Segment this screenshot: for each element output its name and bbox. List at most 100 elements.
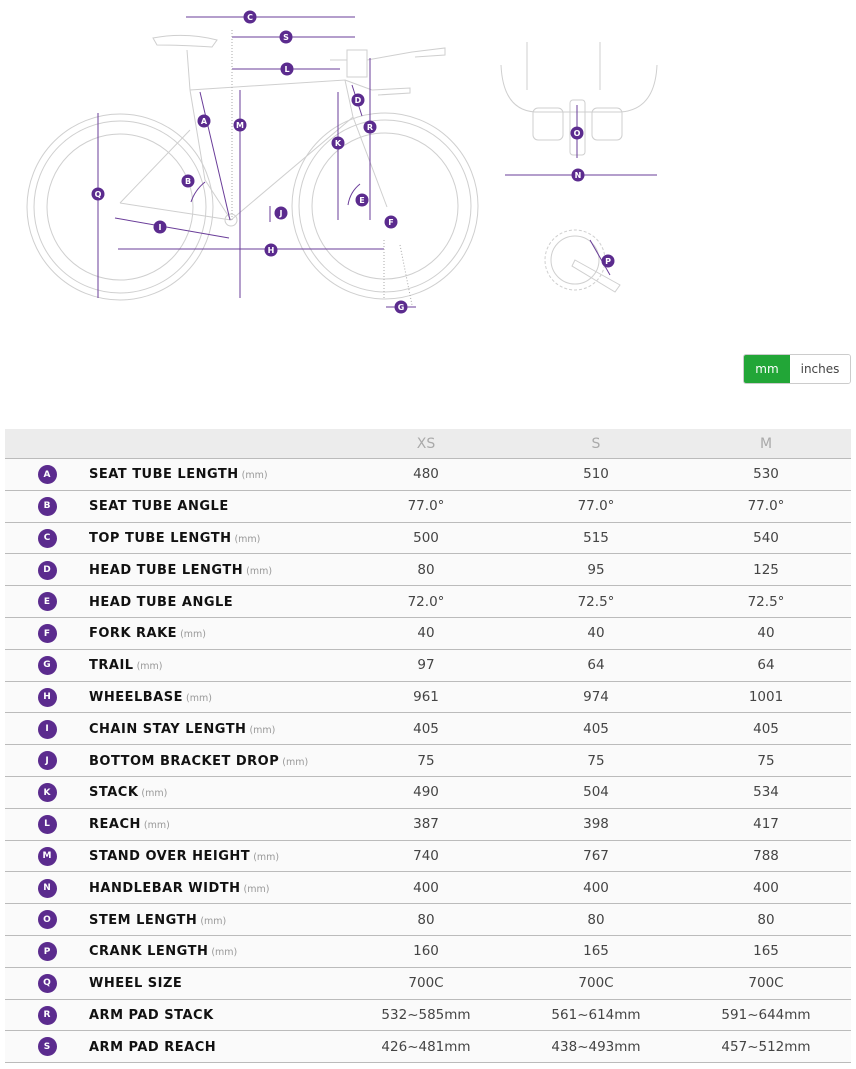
value-cell: 405 bbox=[341, 712, 511, 745]
size-header-s: S bbox=[511, 429, 681, 459]
unit-inches-button[interactable]: inches bbox=[790, 355, 850, 383]
measurement-label: SEAT TUBE LENGTH bbox=[89, 467, 239, 483]
diagram-label: M bbox=[236, 121, 244, 130]
diagram-marker-o bbox=[570, 126, 584, 140]
diagram-marker-s bbox=[279, 30, 293, 44]
letter-badge: H bbox=[37, 687, 57, 707]
value-cell: 77.0° bbox=[341, 489, 511, 523]
value-cell: 740 bbox=[341, 839, 511, 872]
size-header-xs: XS bbox=[341, 429, 511, 459]
unit-label: (mm) bbox=[141, 788, 168, 800]
value-cell: 165 bbox=[681, 934, 851, 968]
value-cell: 40 bbox=[511, 616, 681, 650]
value-cell: 72.5° bbox=[681, 585, 851, 618]
letter-badge: S bbox=[37, 1037, 57, 1057]
letter-badge: A bbox=[37, 465, 57, 485]
value-cell: 72.5° bbox=[511, 585, 681, 618]
value-cell: 64 bbox=[511, 648, 681, 682]
diagram-label: A bbox=[201, 117, 208, 126]
letter-badge: O bbox=[37, 910, 57, 930]
value-cell: 400 bbox=[511, 871, 681, 904]
letter-badge: K bbox=[37, 783, 57, 803]
value-cell: 400 bbox=[341, 871, 511, 904]
value-cell: 490 bbox=[341, 775, 511, 809]
value-cell: 405 bbox=[681, 712, 851, 745]
value-cell: 700C bbox=[511, 966, 681, 1000]
value-cell: 438~493mm bbox=[511, 1030, 681, 1064]
letter-badge: N bbox=[37, 878, 57, 898]
value-cell: 591~644mm bbox=[681, 998, 851, 1031]
value-cell: 400 bbox=[681, 871, 851, 904]
unit-label: (mm) bbox=[282, 756, 309, 768]
unit-label: (mm) bbox=[234, 533, 261, 545]
value-cell: 97 bbox=[341, 648, 511, 682]
diagram-marker-p bbox=[601, 254, 615, 268]
value-cell: 80 bbox=[341, 903, 511, 936]
measurement-label: SEAT TUBE ANGLE bbox=[89, 499, 229, 515]
value-cell: 160 bbox=[341, 934, 511, 968]
table-row: F FORK RAKE (mm) 40 40 40 bbox=[5, 616, 851, 650]
value-cell: 700C bbox=[341, 966, 511, 1000]
table-row: B SEAT TUBE ANGLE 77.0° 77.0° 77.0° bbox=[5, 489, 851, 523]
diagram-label: Q bbox=[95, 190, 102, 199]
unit-label: (mm) bbox=[211, 947, 238, 959]
measurement-label: HANDLEBAR WIDTH bbox=[89, 880, 241, 896]
measurement-label: HEAD TUBE ANGLE bbox=[89, 594, 234, 610]
diagram-label: P bbox=[605, 257, 611, 266]
value-cell: 417 bbox=[681, 807, 851, 841]
measurement-label: CHAIN STAY LENGTH bbox=[89, 721, 247, 737]
letter-badge: B bbox=[37, 496, 57, 516]
unit-label: (mm) bbox=[246, 565, 273, 577]
diagram-label: L bbox=[284, 65, 289, 74]
value-cell: 40 bbox=[341, 616, 511, 650]
unit-toggle[interactable]: mm inches bbox=[743, 354, 851, 384]
measurement-label: ARM PAD REACH bbox=[89, 1039, 217, 1055]
measurement-label: REACH bbox=[89, 817, 141, 833]
table-row: A SEAT TUBE LENGTH (mm) 480 510 530 bbox=[5, 458, 851, 491]
geometry-table: XS S M A SEAT TUBE LENGTH (mm) 480 510 530 B SE… bbox=[5, 429, 851, 1064]
value-cell: 398 bbox=[511, 807, 681, 841]
letter-badge: P bbox=[37, 942, 57, 962]
diagram-marker-b bbox=[181, 174, 195, 188]
value-cell: 530 bbox=[681, 458, 851, 491]
diagram-label: S bbox=[283, 33, 289, 42]
value-cell: 767 bbox=[511, 839, 681, 872]
measurement-label: FORK RAKE bbox=[89, 626, 178, 642]
unit-mm-button[interactable]: mm bbox=[744, 355, 790, 383]
diagram-label: K bbox=[335, 139, 342, 148]
table-row: S ARM PAD REACH 426~481mm 438~493mm 457~512m… bbox=[5, 1030, 851, 1064]
value-cell: 77.0° bbox=[511, 489, 681, 523]
diagram-marker-a bbox=[197, 114, 211, 128]
letter-badge: I bbox=[37, 719, 57, 739]
value-cell: 961 bbox=[341, 680, 511, 713]
table-row: M STAND OVER HEIGHT (mm) 740 767 788 bbox=[5, 839, 851, 872]
diagram-label: D bbox=[355, 96, 362, 105]
value-cell: 480 bbox=[341, 458, 511, 491]
letter-badge: G bbox=[37, 655, 57, 675]
table-row: Q WHEEL SIZE 700C 700C 700C bbox=[5, 966, 851, 1000]
value-cell: 457~512mm bbox=[681, 1030, 851, 1064]
measurement-label: CRANK LENGTH bbox=[89, 944, 209, 960]
measurement-label: STEM LENGTH bbox=[89, 912, 198, 928]
diagram-marker-c bbox=[243, 10, 257, 24]
value-cell: 540 bbox=[681, 521, 851, 554]
value-cell: 165 bbox=[511, 934, 681, 968]
value-cell: 80 bbox=[511, 903, 681, 936]
unit-label: (mm) bbox=[200, 915, 227, 927]
table-row: I CHAIN STAY LENGTH (mm) 405 405 405 bbox=[5, 712, 851, 745]
value-cell: 75 bbox=[341, 744, 511, 777]
diagram-marker-h bbox=[264, 243, 278, 257]
letter-badge: R bbox=[37, 1005, 57, 1025]
table-row: G TRAIL (mm) 97 64 64 bbox=[5, 648, 851, 682]
letter-badge: C bbox=[37, 528, 57, 548]
letter-badge: M bbox=[37, 846, 57, 866]
value-cell: 510 bbox=[511, 458, 681, 491]
value-cell: 405 bbox=[511, 712, 681, 745]
letter-badge: L bbox=[37, 814, 57, 834]
table-row: D HEAD TUBE LENGTH (mm) 80 95 125 bbox=[5, 553, 851, 586]
diagram-marker-j bbox=[274, 206, 288, 220]
value-cell: 75 bbox=[511, 744, 681, 777]
value-cell: 125 bbox=[681, 553, 851, 586]
diagram-marker-m bbox=[233, 118, 247, 132]
table-row: N HANDLEBAR WIDTH (mm) 400 400 400 bbox=[5, 871, 851, 904]
